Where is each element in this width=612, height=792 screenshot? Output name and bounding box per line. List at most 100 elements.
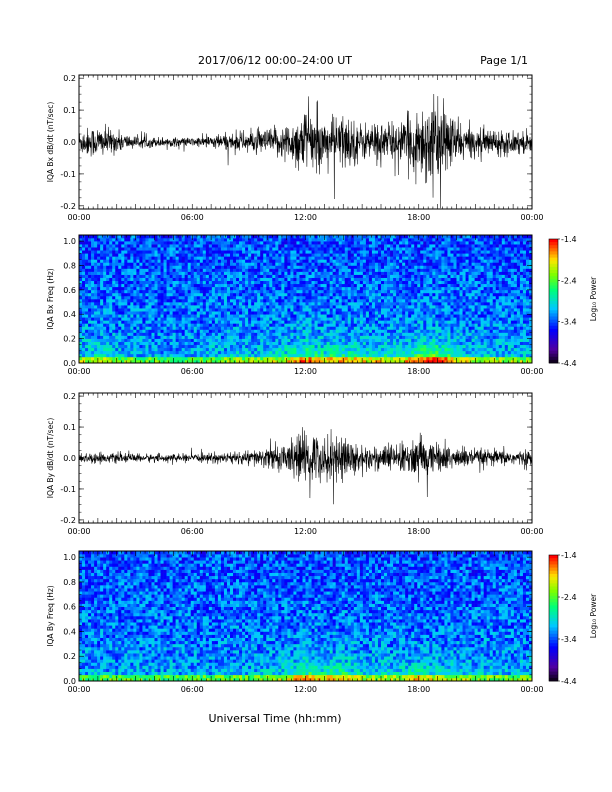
spectrogram-cell bbox=[251, 244, 255, 248]
spectrogram-cell bbox=[178, 259, 182, 263]
spectrogram-cell bbox=[148, 299, 152, 303]
spectrogram-cell bbox=[411, 308, 415, 312]
spectrogram-cell bbox=[320, 265, 324, 269]
spectrogram-cell bbox=[332, 292, 336, 297]
spectrogram-cell bbox=[94, 295, 98, 300]
spectrogram-cell bbox=[356, 326, 361, 330]
spectrogram-cell bbox=[341, 250, 346, 254]
spectrogram-cell bbox=[233, 341, 237, 346]
spectrogram-cell bbox=[157, 259, 161, 263]
spectrogram-cell bbox=[94, 262, 98, 266]
spectrogram-cell bbox=[293, 253, 297, 257]
spectrogram-cell bbox=[248, 265, 252, 269]
spectrogram-cell bbox=[302, 277, 306, 282]
spectrogram-cell bbox=[184, 317, 189, 321]
spectrogram-cell bbox=[311, 356, 315, 361]
spectrogram-cell bbox=[381, 277, 385, 282]
spectrogram-cell bbox=[136, 283, 140, 288]
spectrogram-cell bbox=[411, 353, 415, 358]
spectrogram-cell bbox=[329, 256, 333, 260]
spectrogram-cell bbox=[381, 308, 385, 312]
spectrogram-cell bbox=[402, 289, 406, 294]
spectrogram-cell bbox=[411, 341, 415, 346]
spectrogram-cell bbox=[417, 271, 421, 275]
spectrogram-cell bbox=[251, 241, 255, 245]
spectrogram-cell bbox=[118, 268, 122, 272]
spectrogram-cell bbox=[254, 247, 258, 251]
spectrogram-cell bbox=[175, 317, 179, 321]
spectrogram-cell bbox=[223, 302, 228, 306]
spectrogram-cell bbox=[365, 341, 370, 346]
spectrogram-cell bbox=[296, 299, 300, 303]
spectrogram-cell bbox=[127, 292, 131, 297]
spectrogram-cell bbox=[208, 311, 213, 315]
spectrogram-cell bbox=[305, 286, 309, 291]
spectrogram-cell bbox=[272, 335, 276, 339]
spectrogram-cell bbox=[341, 280, 346, 285]
spectrogram-cell bbox=[124, 326, 128, 330]
spectrogram-cell bbox=[371, 277, 376, 282]
spectrogram-cell bbox=[142, 241, 146, 245]
spectrogram-cell bbox=[338, 302, 343, 306]
spectrogram-cell bbox=[326, 286, 330, 291]
spectrogram-cell bbox=[145, 271, 149, 275]
spectrogram-cell bbox=[151, 323, 155, 327]
spectrogram-cell bbox=[356, 305, 361, 309]
spectrogram-cell bbox=[377, 241, 382, 245]
spectrogram-cell bbox=[371, 317, 376, 321]
spectrogram-cell bbox=[88, 250, 92, 254]
spectrogram-cell bbox=[326, 305, 330, 309]
spectrogram-cell bbox=[362, 268, 367, 272]
spectrogram-cell bbox=[284, 332, 288, 336]
spectrogram-cell bbox=[308, 265, 312, 269]
spectrogram-cell bbox=[172, 280, 176, 285]
spectrogram-cell bbox=[184, 308, 189, 312]
spectrogram-cell bbox=[79, 341, 83, 346]
spectrogram-cell bbox=[172, 238, 176, 242]
spectrogram-cell bbox=[214, 314, 219, 318]
spectrogram-cell bbox=[112, 335, 116, 339]
spectrogram-cell bbox=[205, 256, 210, 260]
spectrogram-cell bbox=[190, 286, 195, 291]
spectrogram-cell bbox=[296, 292, 300, 297]
spectrogram-cell bbox=[326, 359, 330, 364]
spectrogram-cell bbox=[402, 295, 406, 300]
spectrogram-cell bbox=[118, 256, 122, 260]
spectrogram-cell bbox=[284, 302, 288, 306]
spectrogram-cell bbox=[109, 299, 113, 303]
spectrogram-cell bbox=[405, 247, 409, 251]
spectrogram-cell bbox=[332, 353, 336, 358]
spectrogram-cell bbox=[387, 329, 391, 333]
spectrogram-cell bbox=[317, 317, 321, 321]
spectrogram-cell bbox=[387, 268, 391, 272]
spectrogram-cell bbox=[190, 268, 195, 272]
spectrogram-cell bbox=[181, 359, 185, 364]
spectrogram-cell bbox=[362, 292, 367, 297]
spectrogram-cell bbox=[175, 283, 179, 288]
spectrogram-cell bbox=[314, 277, 318, 282]
spectrogram-cell bbox=[115, 326, 119, 330]
spectrogram-cell bbox=[347, 308, 352, 312]
spectrogram-cell bbox=[136, 250, 140, 254]
spectrogram-cell bbox=[384, 356, 388, 361]
spectrogram-cell bbox=[338, 314, 343, 318]
spectrogram-cell bbox=[103, 302, 107, 306]
spectrogram-cell bbox=[272, 317, 276, 321]
spectrogram-cell bbox=[257, 311, 261, 315]
spectrogram-cell bbox=[178, 250, 182, 254]
spectrogram-cell bbox=[332, 277, 336, 282]
spectrogram-cell bbox=[115, 289, 119, 294]
spectrogram-cell bbox=[329, 305, 333, 309]
spectrogram-cell bbox=[296, 250, 300, 254]
spectrogram-cell bbox=[287, 280, 291, 285]
spectrogram-cell bbox=[344, 308, 349, 312]
spectrogram-cell bbox=[275, 265, 279, 269]
spectrogram-cell bbox=[208, 302, 213, 306]
spectrogram-cell bbox=[384, 268, 388, 272]
spectrogram-cell bbox=[338, 305, 343, 309]
spectrogram-cell bbox=[184, 359, 189, 364]
spectrogram-cell bbox=[384, 253, 388, 257]
spectrogram-cell bbox=[202, 314, 207, 318]
spectrogram-cell bbox=[296, 262, 300, 266]
spectrogram-cell bbox=[245, 329, 249, 333]
